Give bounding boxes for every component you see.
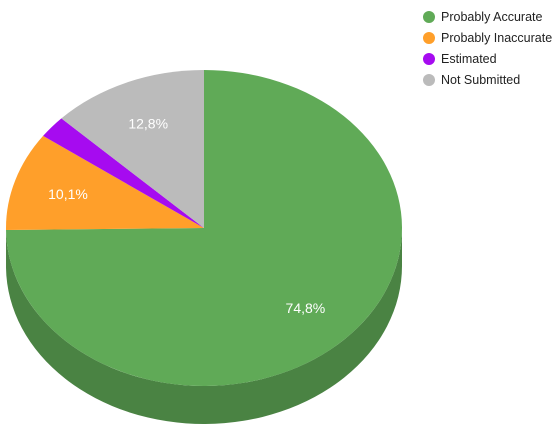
slice-label-probably-inaccurate: 10,1% <box>48 186 88 202</box>
legend-swatch-probably-inaccurate <box>423 31 435 44</box>
legend-item-probably-accurate[interactable]: Probably Accurate <box>423 6 560 27</box>
legend-label-probably-accurate: Probably Accurate <box>441 9 543 24</box>
legend-swatch-estimated <box>423 52 435 65</box>
pie-slice-probably-inaccurate[interactable] <box>6 135 204 230</box>
legend-item-probably-inaccurate[interactable]: Probably Inaccurate <box>423 27 560 48</box>
legend-swatch-probably-accurate <box>423 10 435 23</box>
pie-side-probably-accurate <box>6 228 403 424</box>
slice-label-not-submitted: 12,8% <box>128 115 168 131</box>
legend-item-estimated[interactable]: Estimated <box>423 48 560 69</box>
legend-label-probably-inaccurate: Probably Inaccurate <box>441 30 553 45</box>
legend: Probably Accurate Probably Inaccurate Es… <box>423 6 560 90</box>
legend-swatch-not-submitted <box>423 73 435 86</box>
pie-slice-not-submitted[interactable] <box>61 70 204 228</box>
pie-slice-probably-accurate[interactable] <box>6 70 403 387</box>
pie-slice-estimated[interactable] <box>43 118 205 228</box>
legend-label-estimated: Estimated <box>441 51 497 66</box>
legend-item-not-submitted[interactable]: Not Submitted <box>423 69 560 90</box>
slice-label-probably-accurate: 74,8% <box>286 300 326 316</box>
legend-label-not-submitted: Not Submitted <box>441 72 521 87</box>
